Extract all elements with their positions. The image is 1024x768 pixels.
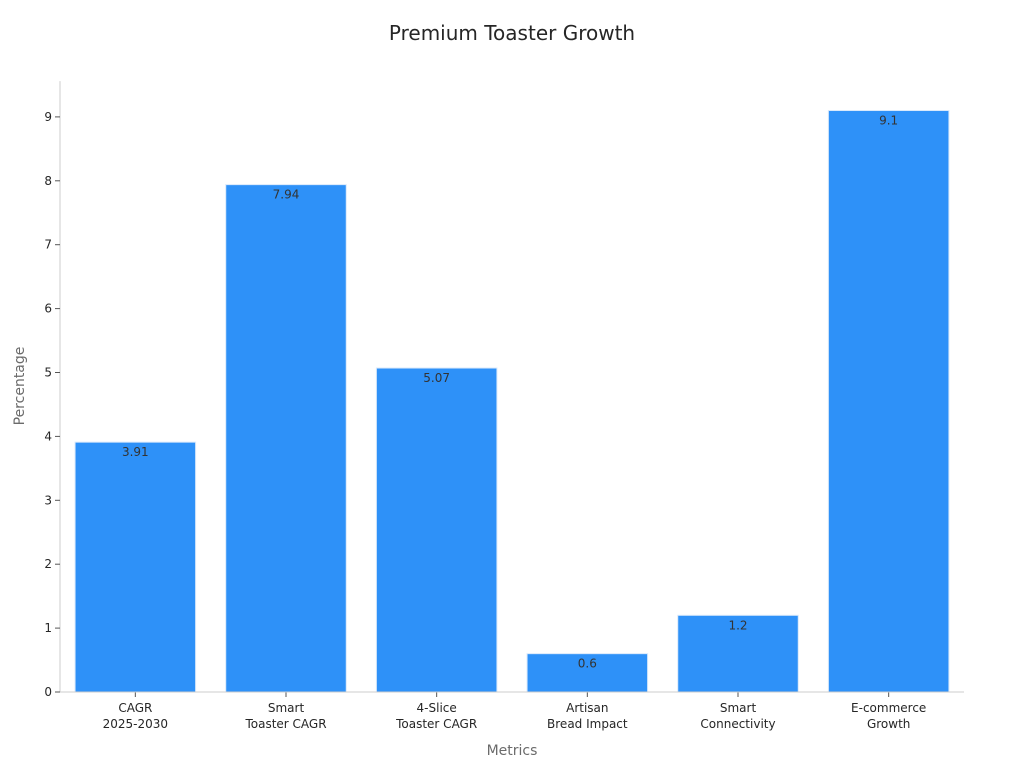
data-label-5: 9.1: [879, 114, 898, 128]
axes-group: CAGR 2025-2030 Smart Toaster CAGR 4-Slice Toa…: [44, 81, 964, 731]
x-tick-label-5-0: E-commerce: [851, 701, 926, 715]
chart-title: Premium Toaster Growth: [389, 21, 635, 45]
data-label-3: 0.6: [578, 657, 597, 671]
y-tick-label-4: 4: [44, 429, 52, 443]
y-tick-label-6: 6: [44, 302, 52, 316]
bar-0: [74, 441, 197, 693]
x-axis-label: Metrics: [487, 743, 538, 759]
y-tick-label-2: 2: [44, 557, 52, 571]
x-tick-label-2-1: Toaster CAGR: [395, 717, 477, 731]
x-tick-label-0-0: CAGR: [118, 701, 152, 715]
y-tick-label-8: 8: [44, 174, 52, 188]
y-tick-label-0: 0: [44, 685, 52, 699]
x-tick-label-4-1: Connectivity: [700, 717, 775, 731]
data-label-4: 1.2: [728, 618, 747, 632]
bar-2: [375, 367, 498, 693]
bar-1: [225, 184, 347, 693]
y-axis-label: Percentage: [12, 347, 28, 426]
bar-3: [526, 653, 649, 693]
x-tick-label-0-1: 2025-2030: [103, 717, 168, 731]
y-tick-label-5: 5: [44, 366, 52, 380]
bars-group: [74, 110, 950, 693]
bar-4: [677, 614, 799, 693]
x-tick-label-5-1: Growth: [867, 717, 910, 731]
x-tick-label-3-0: Artisan: [566, 701, 608, 715]
y-tick-label-7: 7: [44, 238, 52, 252]
data-labels-group: 3.91 7.94 5.07 0.6 1.2 9.1: [122, 114, 898, 671]
x-tick-label-4-0: Smart: [720, 701, 757, 715]
y-tick-label-3: 3: [44, 493, 52, 507]
x-tick-label-1-1: Toaster CAGR: [244, 717, 326, 731]
data-label-0: 3.91: [122, 445, 149, 459]
x-tick-label-1-0: Smart: [268, 701, 305, 715]
y-tick-label-1: 1: [44, 621, 52, 635]
data-label-1: 7.94: [273, 188, 300, 202]
data-label-2: 5.07: [423, 371, 450, 385]
x-tick-label-3-1: Bread Impact: [547, 717, 628, 731]
x-tick-label-2-0: 4-Slice: [417, 701, 457, 715]
y-tick-label-9: 9: [44, 110, 52, 124]
bar-5: [827, 110, 950, 693]
